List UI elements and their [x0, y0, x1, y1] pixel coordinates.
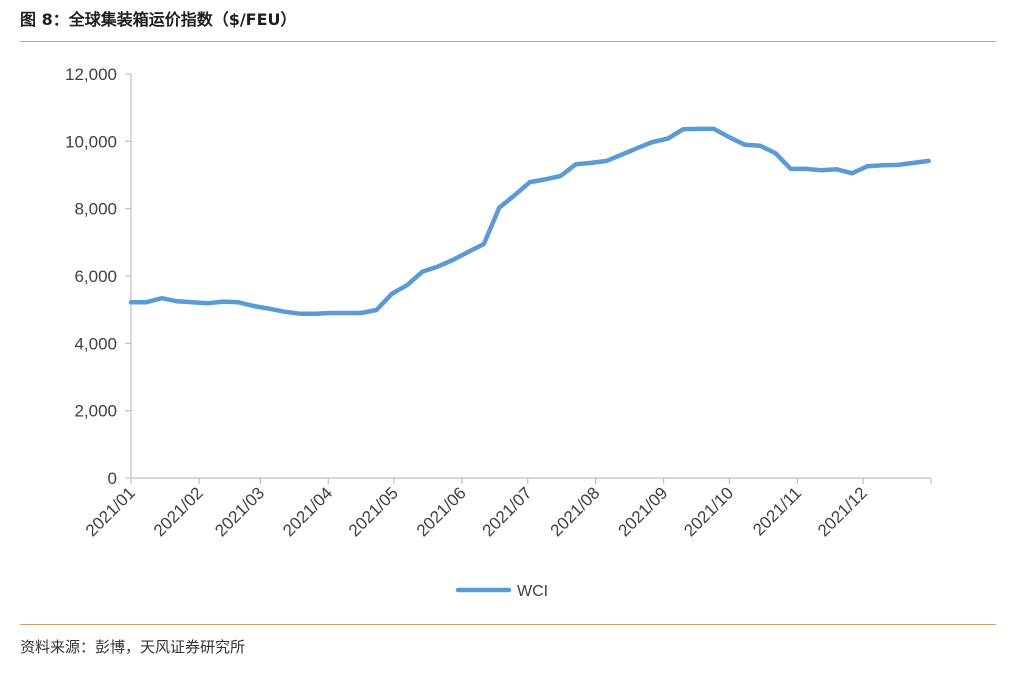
- wci-data-point: [328, 311, 333, 315]
- wci-data-point: [236, 300, 240, 304]
- x-tick-label: 2021/02: [150, 483, 207, 540]
- wci-data-point: [635, 146, 639, 150]
- wci-data-point: [298, 312, 302, 316]
- x-tick-label: 2021/03: [211, 483, 268, 540]
- source-rule: [20, 624, 996, 625]
- x-tick-label: 2021/09: [615, 483, 672, 540]
- wci-data-point: [497, 206, 501, 210]
- legend-label: WCI: [517, 583, 548, 600]
- wci-data-point: [344, 311, 348, 315]
- wci-data-point: [436, 265, 440, 269]
- figure-title: 图 8：全球集装箱运价指数（$/FEU）: [20, 10, 297, 29]
- y-tick-label: 0: [108, 469, 117, 488]
- y-tick-label: 4,000: [74, 334, 117, 353]
- wci-data-point: [712, 127, 716, 131]
- x-tick-label: 2021/08: [547, 483, 604, 540]
- x-tick-label: 2021/04: [279, 483, 336, 540]
- y-tick-label: 6,000: [74, 267, 117, 286]
- wci-data-point: [927, 159, 931, 163]
- wci-series-line: [128, 126, 932, 316]
- wci-data-point: [881, 163, 885, 167]
- wci-data-point: [681, 127, 685, 131]
- y-tick-label: 12,000: [65, 65, 117, 84]
- x-tick-label: 2021/12: [814, 483, 871, 540]
- wci-data-point: [390, 292, 394, 296]
- source-note: 资料来源：彭博，天风证券研究所: [20, 638, 246, 656]
- wci-data-point: [129, 300, 133, 304]
- wci-data-point: [206, 301, 210, 305]
- wci-data-point: [911, 161, 916, 165]
- wci-data-point: [835, 167, 839, 171]
- wci-data-point: [313, 312, 317, 316]
- wci-data-point: [789, 167, 793, 171]
- title-rule: [20, 41, 996, 42]
- wci-data-point: [160, 296, 164, 300]
- wci-data-point: [252, 304, 256, 308]
- wci-data-point: [773, 151, 778, 155]
- x-tick-label: 2021/07: [479, 483, 536, 540]
- wci-data-point: [482, 242, 486, 246]
- y-tick-label: 8,000: [74, 200, 117, 219]
- wci-data-point: [359, 311, 363, 315]
- wci-data-point: [727, 135, 732, 139]
- wci-data-point: [190, 300, 194, 304]
- x-tick-label: 2021/11: [749, 483, 805, 539]
- wci-data-point: [743, 143, 747, 147]
- legend: WCI: [455, 583, 548, 600]
- wci-data-point: [466, 250, 471, 254]
- wci-data-point: [559, 174, 563, 178]
- wci-data-point: [620, 152, 624, 157]
- wci-data-point: [865, 164, 870, 168]
- x-tick-label: 2021/10: [680, 483, 737, 540]
- wci-data-point: [697, 127, 701, 131]
- wci-data-point: [267, 307, 271, 311]
- wci-data-point: [451, 258, 455, 262]
- wci-data-point: [528, 180, 532, 184]
- wci-data-point: [513, 193, 517, 197]
- wci-data-point: [405, 283, 409, 287]
- series-layer: [128, 126, 932, 316]
- wci-data-point: [651, 140, 655, 144]
- wci-data-point: [804, 167, 808, 171]
- wci-data-point: [589, 161, 593, 165]
- y-axis: 0 2,000 4,000 6,000 8,000 10,000 12,000: [65, 65, 132, 488]
- x-tick-label: 2021/06: [413, 483, 470, 540]
- wci-data-point: [574, 162, 578, 166]
- y-tick-label: 2,000: [74, 402, 117, 421]
- wci-data-point: [221, 300, 225, 304]
- y-tick-label: 10,000: [65, 132, 117, 151]
- x-tick-label: 2021/05: [345, 483, 402, 540]
- wci-data-point: [850, 171, 854, 175]
- wci-data-point: [605, 159, 609, 163]
- wci-data-point: [666, 137, 670, 141]
- wci-data-point: [819, 168, 824, 172]
- wci-data-point: [374, 308, 379, 312]
- wci-data-point: [175, 299, 179, 303]
- x-tick-label: 2021/01: [82, 483, 139, 540]
- wci-data-point: [543, 177, 547, 181]
- wci-data-point: [282, 310, 286, 314]
- wci-data-point: [896, 163, 900, 167]
- wci-data-point: [420, 270, 425, 274]
- wci-data-point: [758, 144, 762, 148]
- wci-data-point: [144, 300, 148, 304]
- x-axis: 2021/01 2021/02 2021/03 2021/04 2021/05 2021/…: [82, 477, 932, 540]
